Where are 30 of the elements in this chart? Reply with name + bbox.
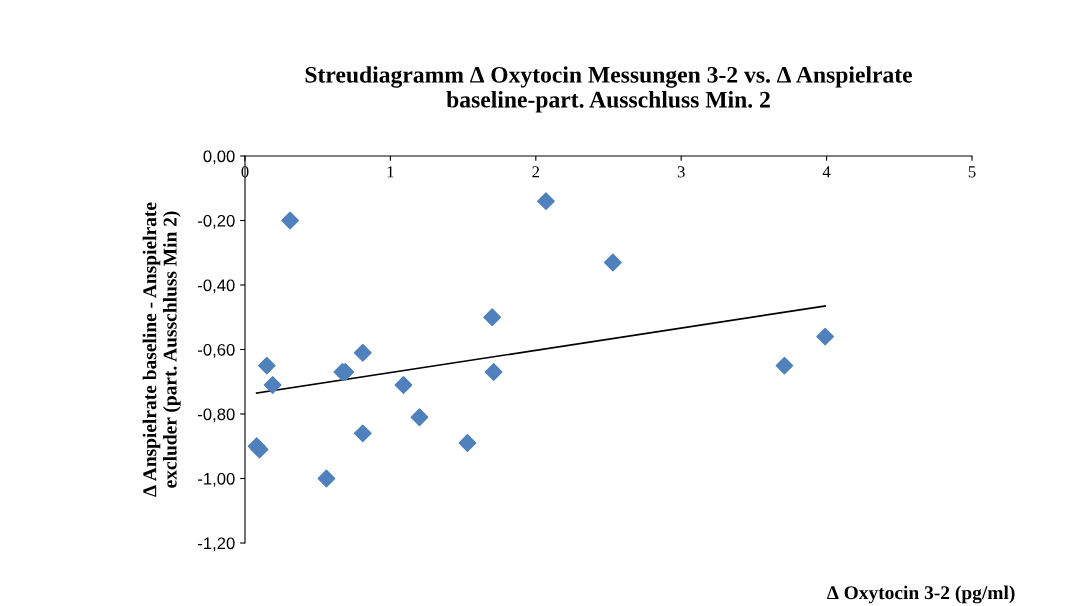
point bbox=[458, 434, 477, 452]
point bbox=[410, 408, 429, 427]
y-tick-label: -0,20 bbox=[198, 214, 235, 229]
point bbox=[317, 469, 336, 488]
point bbox=[603, 253, 622, 272]
y-tick-label: -1,00 bbox=[198, 472, 235, 487]
x-tick-label: 1 bbox=[387, 166, 394, 178]
point bbox=[394, 376, 413, 394]
point bbox=[353, 343, 372, 362]
x-axis-title: ∆ Oxytocin 3-2 (pg/ml) bbox=[827, 585, 1015, 604]
y-tick-label: -0,80 bbox=[198, 408, 235, 423]
y-tick-label: -1,20 bbox=[198, 537, 235, 552]
point bbox=[281, 211, 299, 230]
point bbox=[537, 192, 555, 211]
y-tick-label: -0,60 bbox=[198, 343, 235, 358]
point bbox=[484, 363, 503, 381]
x-tick-label: 4 bbox=[822, 166, 831, 178]
point bbox=[353, 424, 372, 443]
point bbox=[816, 327, 835, 346]
x-tick-label: 2 bbox=[532, 166, 540, 178]
point bbox=[263, 376, 282, 394]
point bbox=[775, 356, 794, 375]
point bbox=[257, 356, 276, 375]
y-tick-label: -0,40 bbox=[198, 279, 235, 294]
y-tick-label: 0,00 bbox=[203, 150, 235, 165]
x-tick-label: 3 bbox=[677, 166, 685, 178]
x-tick-label: 5 bbox=[968, 166, 976, 178]
y-axis-title: ∆ Anspielrate baseline - Anspielrate excluder (part. Ausschluss Min 2) bbox=[142, 202, 181, 497]
chart-title: Streudiagramm ∆ Oxytocin Messungen 3-2 vs. ∆ Anspielrate baseline-part. Ausschluss Min. 2 bbox=[305, 66, 913, 113]
point bbox=[483, 308, 502, 327]
